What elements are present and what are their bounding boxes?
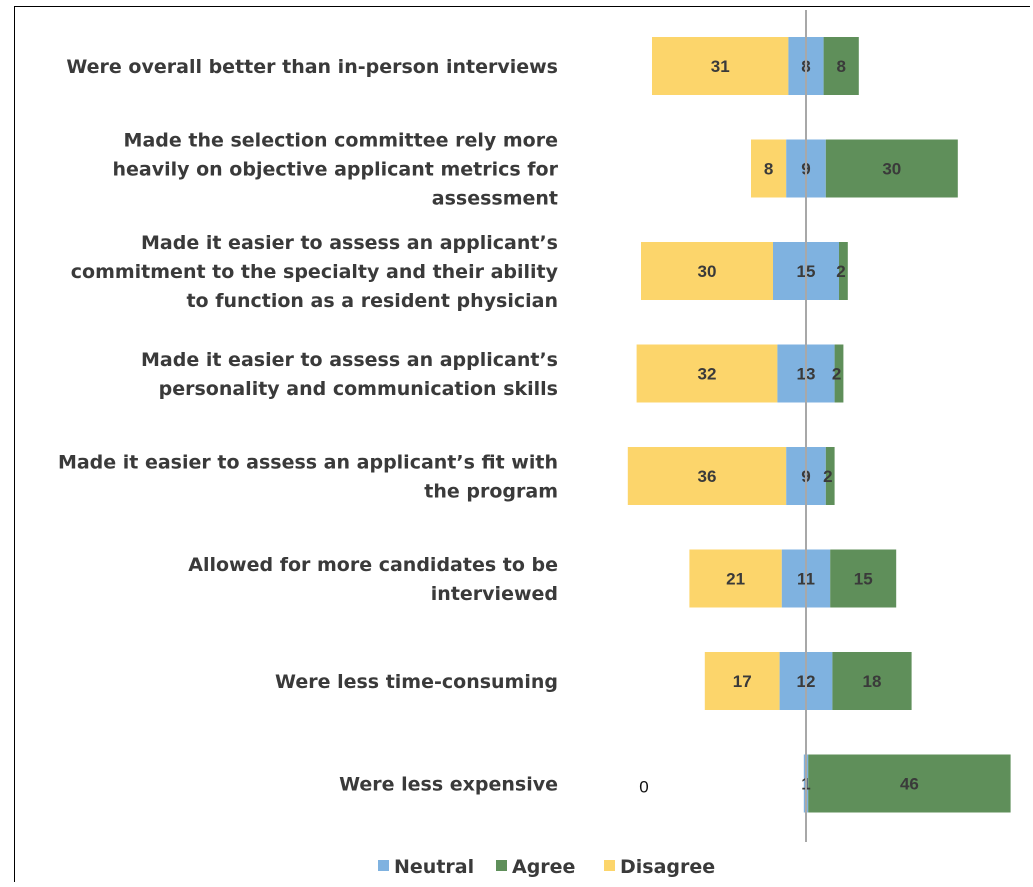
- legend: Neutral Agree Disagree: [378, 856, 715, 878]
- category-label: interviewed: [431, 583, 558, 605]
- category-label: the program: [424, 481, 558, 503]
- legend-swatch-neutral: [378, 860, 389, 871]
- category-label: Were less time-consuming: [275, 671, 558, 693]
- bar-disagree: [689, 549, 782, 608]
- bar-agree: [825, 139, 958, 198]
- category-label: Were less expensive: [339, 774, 558, 796]
- category-labels: Were overall better than in-person inter…: [58, 56, 559, 796]
- value-label-disagree: 31: [711, 57, 730, 76]
- value-label-disagree: 32: [698, 365, 717, 384]
- value-label-agree: 46: [900, 775, 919, 794]
- value-label-agree: 30: [882, 160, 901, 179]
- bar-disagree: [627, 447, 787, 505]
- value-label-agree: 2: [832, 365, 841, 384]
- bar-disagree: [751, 139, 787, 198]
- category-label: Made it easier to assess an applicant’s …: [58, 452, 558, 474]
- bar-disagree: [704, 652, 780, 710]
- value-label-agree: 2: [836, 262, 845, 281]
- category-label: Made it easier to assess an applicant’s: [141, 349, 558, 371]
- bar-agree: [825, 447, 835, 505]
- value-label-disagree: 0: [639, 778, 648, 797]
- category-label: commitment to the specialty and their ab…: [71, 261, 559, 283]
- value-label-agree: 15: [854, 570, 873, 589]
- category-label: Were overall better than in-person inter…: [66, 56, 558, 78]
- value-label-disagree: 36: [698, 467, 717, 486]
- bar-agree: [839, 242, 848, 300]
- category-label: to function as a resident physician: [186, 290, 558, 312]
- value-label-disagree: 30: [698, 262, 717, 281]
- value-label-agree: 8: [836, 57, 845, 76]
- bar-agree: [834, 344, 844, 403]
- value-label-agree: 18: [863, 672, 882, 691]
- bars: [627, 37, 1011, 813]
- value-label-disagree: 8: [764, 160, 773, 179]
- legend-swatch-agree: [496, 860, 507, 871]
- bar-agree: [823, 37, 859, 95]
- legend-label-neutral: Neutral: [394, 856, 474, 878]
- category-label: Made the selection committee rely more: [124, 130, 558, 152]
- bar-disagree: [641, 242, 773, 300]
- category-label: Allowed for more candidates to be: [188, 554, 558, 576]
- chart-frame: [14, 6, 1030, 882]
- bar-disagree: [636, 344, 778, 403]
- legend-label-disagree: Disagree: [620, 856, 715, 878]
- category-label: Made it easier to assess an applicant’s: [141, 232, 558, 254]
- legend-swatch-disagree: [604, 860, 615, 871]
- category-label: assessment: [432, 188, 558, 210]
- value-label-disagree: 21: [726, 570, 745, 589]
- value-label-agree: 2: [823, 467, 832, 486]
- bar-agree: [808, 754, 1011, 813]
- category-label: heavily on objective applicant metrics f…: [112, 159, 558, 181]
- value-label-disagree: 17: [733, 672, 752, 691]
- bar-agree: [832, 652, 912, 710]
- category-label: personality and communication skills: [159, 378, 558, 400]
- legend-label-agree: Agree: [512, 856, 575, 878]
- bar-agree: [830, 549, 897, 608]
- bar-disagree: [652, 37, 789, 95]
